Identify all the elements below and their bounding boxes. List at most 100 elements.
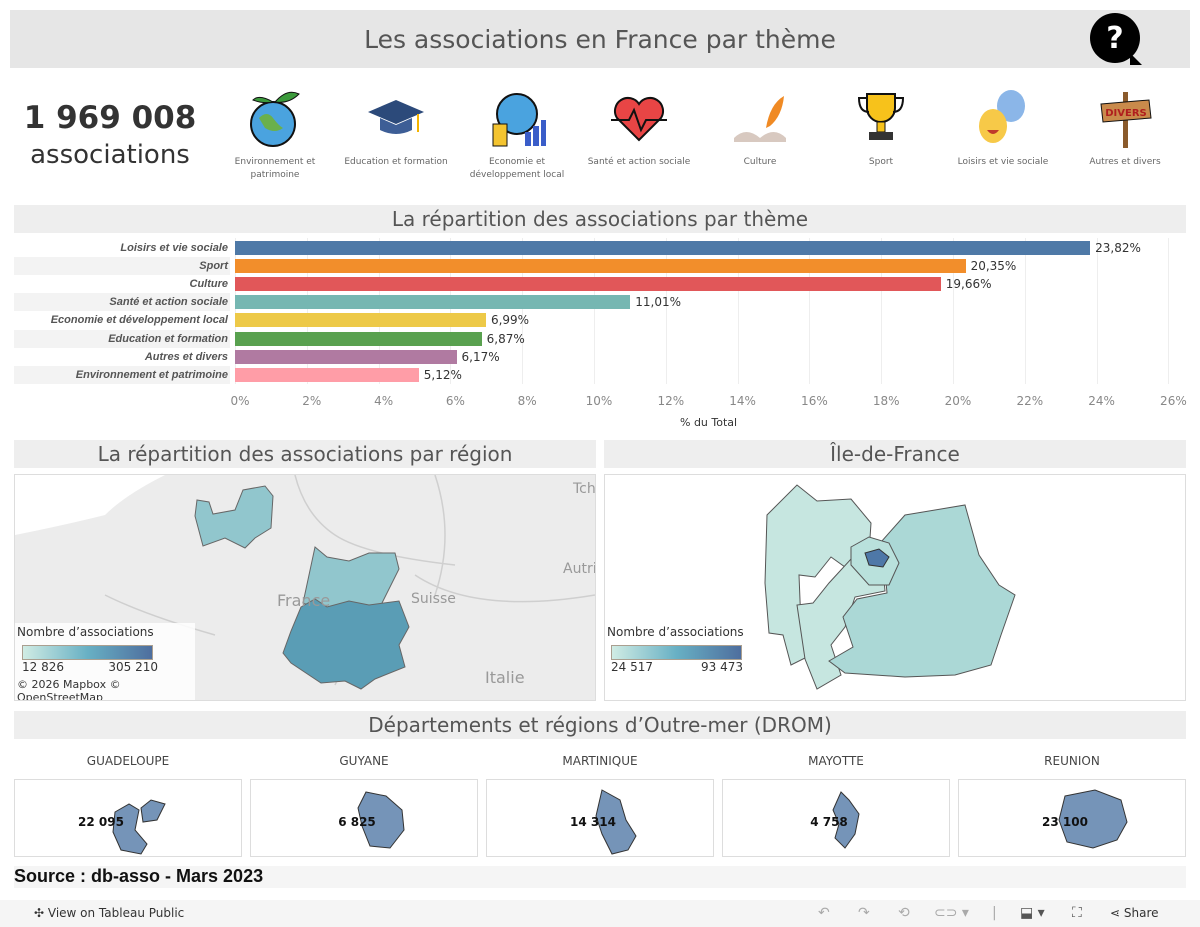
- x-tick-label: 2%: [302, 394, 322, 408]
- region-map-header: La répartition des associations par régi…: [14, 440, 596, 468]
- bar-value-label: 6,87%: [486, 331, 525, 346]
- gridline: [235, 238, 236, 384]
- bar[interactable]: [235, 367, 419, 382]
- bar-value-label: 6,99%: [490, 313, 530, 328]
- download-icon[interactable]: ⬓ ▾: [1020, 905, 1045, 921]
- idf-map[interactable]: Nombre d’associations 24 517 93 473: [604, 474, 1186, 701]
- theater-masks-icon: [979, 90, 1025, 143]
- guadeloupe-shape: [112, 799, 166, 855]
- bar[interactable]: [235, 241, 1091, 255]
- gridline: [809, 238, 811, 384]
- share-icon: ⋖: [1110, 906, 1124, 920]
- drom-title: MAYOTTE: [808, 754, 864, 768]
- redo-icon[interactable]: ↷: [858, 905, 870, 921]
- bar-value-label: 19,66%: [945, 277, 992, 292]
- bar[interactable]: [235, 313, 486, 328]
- gridline: [378, 238, 380, 384]
- drom-title: MARTINIQUE: [562, 754, 638, 768]
- gridline: [1168, 238, 1170, 384]
- drom-value: 22 095: [78, 815, 124, 829]
- drom-title: REUNION: [1044, 754, 1100, 768]
- guyane-shape: [357, 791, 405, 849]
- question-bubble-icon[interactable]: ?: [1090, 13, 1142, 65]
- page-header: Les associations en France par thème: [10, 10, 1190, 68]
- map-label-autriche: Autri: [563, 561, 596, 577]
- toolbar-divider: |: [992, 905, 997, 921]
- bar-value-label: 6,17%: [461, 349, 500, 364]
- refresh-icon[interactable]: ⊂⊃ ▾: [934, 905, 969, 921]
- map-label-italie: Italie: [485, 668, 525, 687]
- fullscreen-icon[interactable]: ⛶: [1072, 905, 1082, 921]
- theme-loisirs: Loisirs et vie sociale: [948, 88, 1058, 169]
- gridline: [737, 238, 739, 384]
- x-tick-label: 14%: [729, 394, 756, 408]
- region-map-canvas: France Suisse Italie Autri Tch: [15, 475, 596, 690]
- theme-culture: Culture: [705, 88, 815, 169]
- bar-category-label: Autres et divers: [144, 350, 228, 363]
- view-on-tableau-link[interactable]: ✣ View on Tableau Public: [34, 906, 185, 920]
- source-text: Source : db-asso - Mars 2023: [14, 866, 1186, 888]
- map-label-france: France: [277, 591, 330, 610]
- x-tick-label: 10%: [585, 394, 613, 408]
- x-axis-title: % du Total: [680, 416, 738, 429]
- x-tick-label: 12%: [657, 394, 685, 408]
- drom-title: GUYANE: [339, 754, 389, 768]
- gridline: [594, 238, 595, 384]
- map-label-suisse: Suisse: [411, 591, 456, 607]
- gridline: [522, 238, 524, 384]
- bar[interactable]: [235, 349, 457, 364]
- bar-category-label: Education et formation: [14, 329, 230, 348]
- drom-map[interactable]: 6 825: [250, 779, 478, 857]
- x-tick-label: 16%: [801, 394, 828, 408]
- region-map[interactable]: France Suisse Italie Autri Tch Nombre d’…: [14, 474, 596, 701]
- x-tick-label: 22%: [1016, 394, 1044, 408]
- bar-category-label: Loisirs et vie sociale: [120, 242, 228, 254]
- region-legend: Nombre d’associations 12 826 305 210 © 20…: [15, 623, 195, 701]
- count-value: 1 969 008: [23, 100, 197, 136]
- svg-text:DIVERS: DIVERS: [1105, 108, 1147, 119]
- gridline: [953, 238, 954, 384]
- idf-map-header: Île-de-France: [604, 440, 1186, 468]
- drom-map[interactable]: 14 314: [486, 779, 714, 857]
- drom-map[interactable]: 22 095: [14, 779, 242, 857]
- x-tick-label: 4%: [374, 394, 394, 408]
- total-count: 1 969 008 associations: [20, 100, 200, 170]
- bar-section-title: La répartition des associations par thèm…: [391, 207, 809, 231]
- map-credit[interactable]: © 2026 Mapbox © OpenStreetMap: [17, 678, 121, 701]
- idf-map-canvas: [764, 484, 1016, 690]
- drom-value: 4 758: [810, 815, 848, 829]
- theme-education: Education et formation: [341, 88, 451, 169]
- share-button[interactable]: ⋖ Share: [1110, 906, 1159, 920]
- bar-value-label: 11,01%: [635, 295, 682, 310]
- drom-map[interactable]: 23 100: [958, 779, 1186, 857]
- x-tick-label: 26%: [1160, 394, 1187, 408]
- color-gradient: [611, 645, 742, 660]
- trophy-icon: [857, 93, 905, 140]
- undo-icon[interactable]: ↶: [818, 905, 830, 921]
- x-tick-label: 0%: [230, 394, 250, 408]
- drom-map[interactable]: 4 758: [722, 779, 950, 857]
- theme-autres: DIVERS Autres et divers: [1070, 88, 1180, 169]
- bar[interactable]: [235, 277, 941, 292]
- bar[interactable]: [235, 295, 631, 310]
- page-title: Les associations en France par thème: [364, 24, 836, 54]
- book-quill-icon: [734, 96, 786, 142]
- bar-category-label: Economie et développement local: [50, 314, 228, 327]
- drom-value: 6 825: [338, 815, 376, 829]
- x-tick-label: 6%: [445, 394, 465, 408]
- gridline: [1096, 238, 1098, 384]
- bar[interactable]: [235, 331, 482, 346]
- revert-icon[interactable]: ⟲: [898, 905, 910, 921]
- x-tick-label: 18%: [872, 394, 900, 408]
- x-tick-label: 8%: [517, 394, 537, 408]
- bar-value-label: 23,82%: [1095, 241, 1141, 255]
- drom-title: GUADELOUPE: [86, 754, 170, 768]
- graduation-cap-icon: [368, 100, 424, 134]
- bar-category-label: Sport: [14, 257, 230, 276]
- idf-legend: Nombre d’associations 24 517 93 473: [607, 625, 744, 674]
- earth-plant-icon: [250, 91, 300, 147]
- footer-toolbar: [0, 900, 1200, 927]
- bar-category-label: Santé et action sociale: [14, 293, 230, 312]
- map-label-tchequie: Tch: [572, 481, 596, 497]
- bar[interactable]: [235, 259, 966, 274]
